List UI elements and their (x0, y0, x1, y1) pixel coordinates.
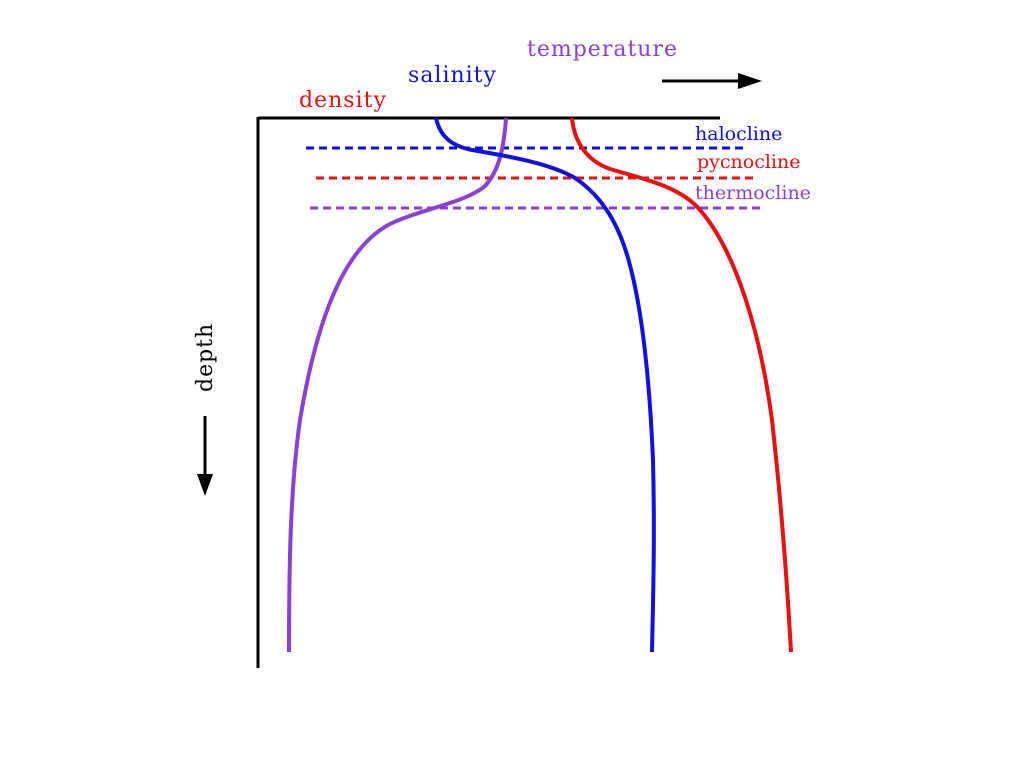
right-arrow-icon (662, 73, 762, 89)
temperature-curve (287, 117, 508, 653)
down-arrow-icon (197, 416, 213, 496)
depth-label: depth (193, 323, 218, 392)
density-curve (570, 117, 793, 653)
density-label: density (299, 88, 387, 113)
temperature-label: temperature (527, 37, 678, 62)
salinity-label: salinity (408, 63, 497, 88)
axes (256, 116, 720, 668)
thermocline-label: thermocline (695, 182, 811, 204)
halocline-label: halocline (695, 123, 782, 145)
pycnocline-label: pycnocline (697, 151, 801, 173)
salinity-curve (434, 117, 656, 653)
